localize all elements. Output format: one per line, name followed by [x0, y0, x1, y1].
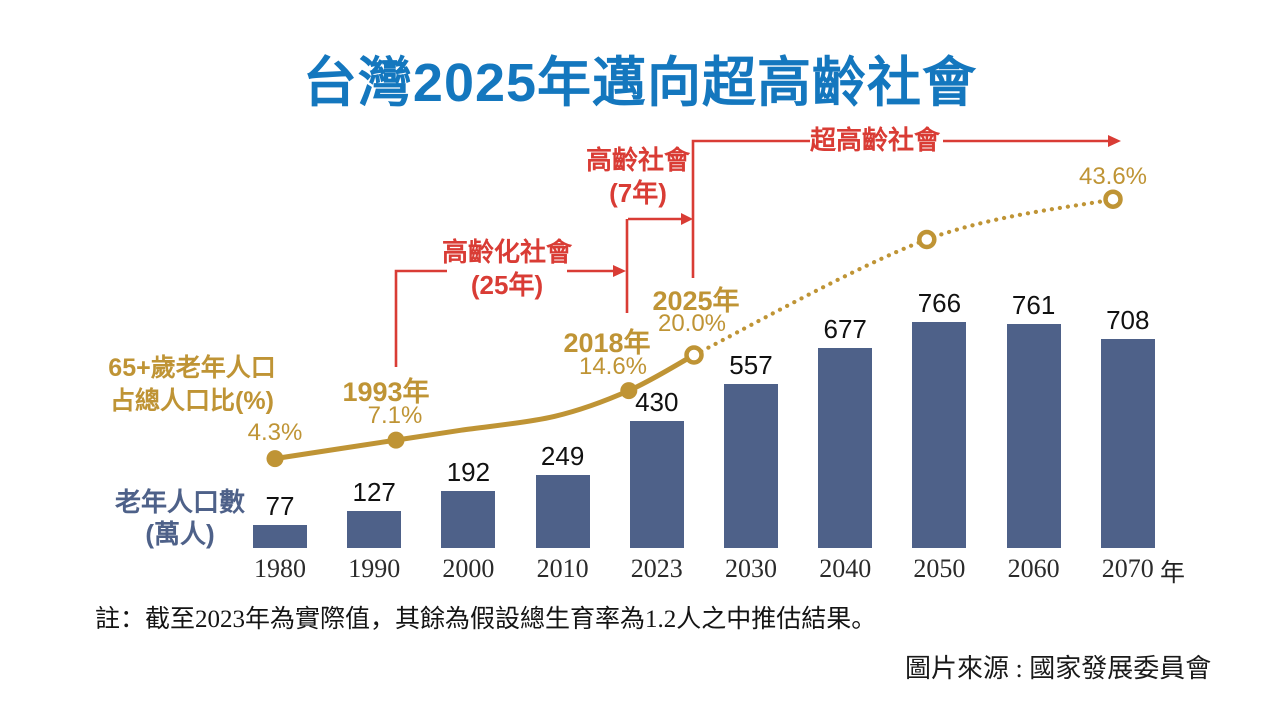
super-aged-arrowhead-icon	[1108, 135, 1121, 147]
bar-1980	[253, 525, 307, 548]
annotation-aging-society: 高齡化社會 (25年)	[442, 236, 572, 302]
x-tick-label-2000: 2000	[442, 554, 495, 583]
aging-society-arrowhead-icon	[613, 265, 626, 277]
marker-dot-2018	[620, 382, 638, 400]
marker-open-circle-2025	[684, 345, 704, 365]
bar-2060	[1006, 323, 1061, 548]
x-tick-label-2030: 2030	[725, 554, 777, 583]
bar-series-label-row2: (萬人)	[145, 519, 215, 549]
bar-series-label: 老年人口數 (萬人)	[115, 486, 245, 550]
line-label-1993-pct: 7.1%	[367, 402, 423, 429]
annotation-aging-society-label: 高齡化社會	[441, 237, 573, 267]
bar-2000	[441, 491, 496, 548]
x-tick-label-2040: 2040	[819, 554, 872, 583]
line-series-label-row1: 65+歲老年人口	[108, 354, 276, 382]
aging-society-bracket-line	[394, 269, 447, 367]
annotation-aged-society-duration: (7年)	[609, 178, 667, 208]
line-label-1980-pct: 4.3%	[247, 419, 303, 446]
x-tick-label-2010: 2010	[536, 554, 589, 583]
bar-value-label-1980: 77	[265, 491, 295, 522]
line-label-2025-pct: 20.0%	[657, 310, 727, 337]
line-series-label-row2: 占總人口比(%)	[110, 387, 274, 415]
bar-value-label-2030: 557	[729, 349, 773, 380]
bar-value-label-2000: 192	[446, 457, 491, 488]
annotation-super-aged-society: 超高齡社會	[809, 125, 941, 155]
bar-value-label-2060: 761	[1011, 289, 1056, 320]
line-label-1993-year: 1993年	[342, 377, 430, 407]
annotation-aged-society-label: 高齡社會	[585, 145, 691, 175]
annotation-aged-society: 高齡社會 (7年)	[586, 144, 690, 210]
aged-society-arrowhead-icon	[681, 213, 693, 225]
bar-1990	[347, 510, 402, 548]
bar-value-label-1990: 127	[352, 476, 396, 507]
line-label-2070-pct: 43.6%	[1078, 163, 1148, 190]
x-tick-label-1980: 1980	[254, 554, 306, 583]
bar-2040	[818, 348, 873, 548]
bar-value-label-2050: 766	[917, 288, 962, 319]
line-label-2018-pct: 14.6%	[578, 353, 648, 380]
super-aged-bracket-line	[691, 139, 810, 278]
bar-value-label-2023: 430	[635, 387, 679, 418]
marker-dot-1980	[266, 450, 284, 468]
bar-2050	[912, 322, 967, 548]
bar-series-label-row1: 老年人口數	[114, 487, 246, 517]
x-tick-label-2060: 2060	[1007, 554, 1060, 583]
bar-2010	[535, 474, 590, 548]
marker-dot-1993	[387, 431, 405, 449]
marker-open-circle-2070	[1103, 189, 1123, 209]
line-label-2025-year: 2025年	[652, 286, 740, 316]
bar-value-label-2040: 677	[823, 314, 867, 345]
bar-value-label-2010: 249	[540, 440, 585, 471]
x-tick-label-2050: 2050	[913, 554, 966, 583]
page-title: 台灣2025年邁向超高齡社會	[302, 53, 978, 113]
x-axis-unit-label: 年	[1160, 559, 1186, 587]
marker-open-circle-2050	[917, 229, 937, 250]
bar-2030	[724, 383, 778, 548]
line-label-2018-year: 2018年	[563, 328, 651, 358]
line-series-label: 65+歲老年人口 占總人口比(%)	[108, 352, 275, 418]
bar-2023	[629, 421, 684, 548]
annotation-aging-society-duration: (25年)	[470, 270, 544, 300]
footnote: 註：截至2023年為實際值，其餘為假設總生育率為1.2人之中推估結果。	[95, 606, 877, 633]
image-source-credit: 圖片來源 : 國家發展委員會	[905, 654, 1212, 683]
x-tick-label-2023: 2023	[630, 554, 683, 583]
bar-value-label-2070: 708	[1106, 305, 1150, 336]
x-tick-label-1990: 1990	[348, 554, 401, 583]
x-tick-label-2070: 2070	[1101, 554, 1154, 583]
bar-2070	[1100, 339, 1155, 548]
